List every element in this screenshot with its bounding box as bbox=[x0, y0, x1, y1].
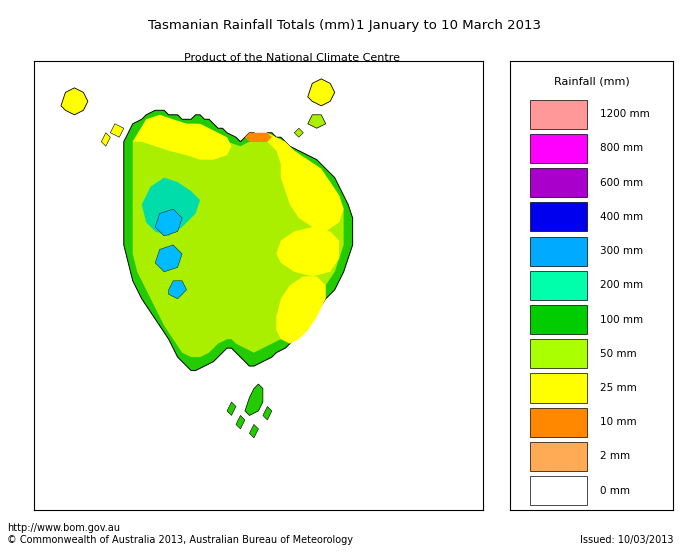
Polygon shape bbox=[263, 407, 272, 420]
Text: http://www.bom.gov.au: http://www.bom.gov.au bbox=[7, 523, 120, 533]
Polygon shape bbox=[141, 178, 200, 236]
Text: Issued: 10/03/2013: Issued: 10/03/2013 bbox=[579, 535, 673, 545]
Polygon shape bbox=[308, 79, 335, 106]
FancyBboxPatch shape bbox=[530, 202, 587, 232]
Text: 800 mm: 800 mm bbox=[600, 143, 643, 153]
Text: 2 mm: 2 mm bbox=[600, 452, 630, 461]
Polygon shape bbox=[236, 416, 245, 429]
Polygon shape bbox=[245, 133, 272, 142]
Text: 10 mm: 10 mm bbox=[600, 417, 636, 427]
FancyBboxPatch shape bbox=[530, 271, 587, 300]
Polygon shape bbox=[227, 402, 236, 416]
Polygon shape bbox=[124, 110, 353, 371]
Polygon shape bbox=[133, 119, 343, 357]
Polygon shape bbox=[155, 209, 182, 236]
FancyBboxPatch shape bbox=[530, 100, 587, 129]
Text: 1 January to 10 March 2013: 1 January to 10 March 2013 bbox=[356, 19, 541, 32]
Polygon shape bbox=[250, 424, 258, 438]
FancyBboxPatch shape bbox=[530, 476, 587, 505]
FancyBboxPatch shape bbox=[530, 134, 587, 163]
Text: Rainfall (mm): Rainfall (mm) bbox=[554, 76, 630, 86]
FancyBboxPatch shape bbox=[530, 305, 587, 334]
Polygon shape bbox=[61, 88, 88, 115]
Text: 200 mm: 200 mm bbox=[600, 280, 643, 290]
FancyBboxPatch shape bbox=[530, 237, 587, 266]
Text: © Commonwealth of Australia 2013, Australian Bureau of Meteorology: © Commonwealth of Australia 2013, Austra… bbox=[7, 535, 353, 545]
Polygon shape bbox=[155, 245, 182, 272]
Text: 0 mm: 0 mm bbox=[600, 486, 630, 496]
Polygon shape bbox=[101, 133, 110, 146]
Polygon shape bbox=[276, 276, 326, 343]
Polygon shape bbox=[276, 227, 339, 276]
Text: 1200 mm: 1200 mm bbox=[600, 109, 649, 119]
FancyBboxPatch shape bbox=[530, 442, 587, 471]
FancyBboxPatch shape bbox=[530, 373, 587, 403]
Polygon shape bbox=[110, 124, 124, 137]
Text: Tasmanian Rainfall Totals (mm): Tasmanian Rainfall Totals (mm) bbox=[148, 19, 355, 32]
FancyBboxPatch shape bbox=[530, 408, 587, 437]
Polygon shape bbox=[245, 384, 263, 416]
Polygon shape bbox=[294, 128, 303, 137]
Text: 50 mm: 50 mm bbox=[600, 349, 636, 359]
Polygon shape bbox=[133, 115, 231, 160]
FancyBboxPatch shape bbox=[530, 168, 587, 197]
FancyBboxPatch shape bbox=[530, 339, 587, 368]
Polygon shape bbox=[258, 133, 343, 232]
Text: 25 mm: 25 mm bbox=[600, 383, 636, 393]
Text: 300 mm: 300 mm bbox=[600, 246, 643, 256]
Text: 400 mm: 400 mm bbox=[600, 212, 643, 222]
Text: 100 mm: 100 mm bbox=[600, 315, 643, 325]
Text: Product of the National Climate Centre: Product of the National Climate Centre bbox=[184, 53, 401, 63]
Text: 600 mm: 600 mm bbox=[600, 178, 643, 188]
Polygon shape bbox=[169, 281, 186, 299]
Polygon shape bbox=[308, 115, 326, 128]
